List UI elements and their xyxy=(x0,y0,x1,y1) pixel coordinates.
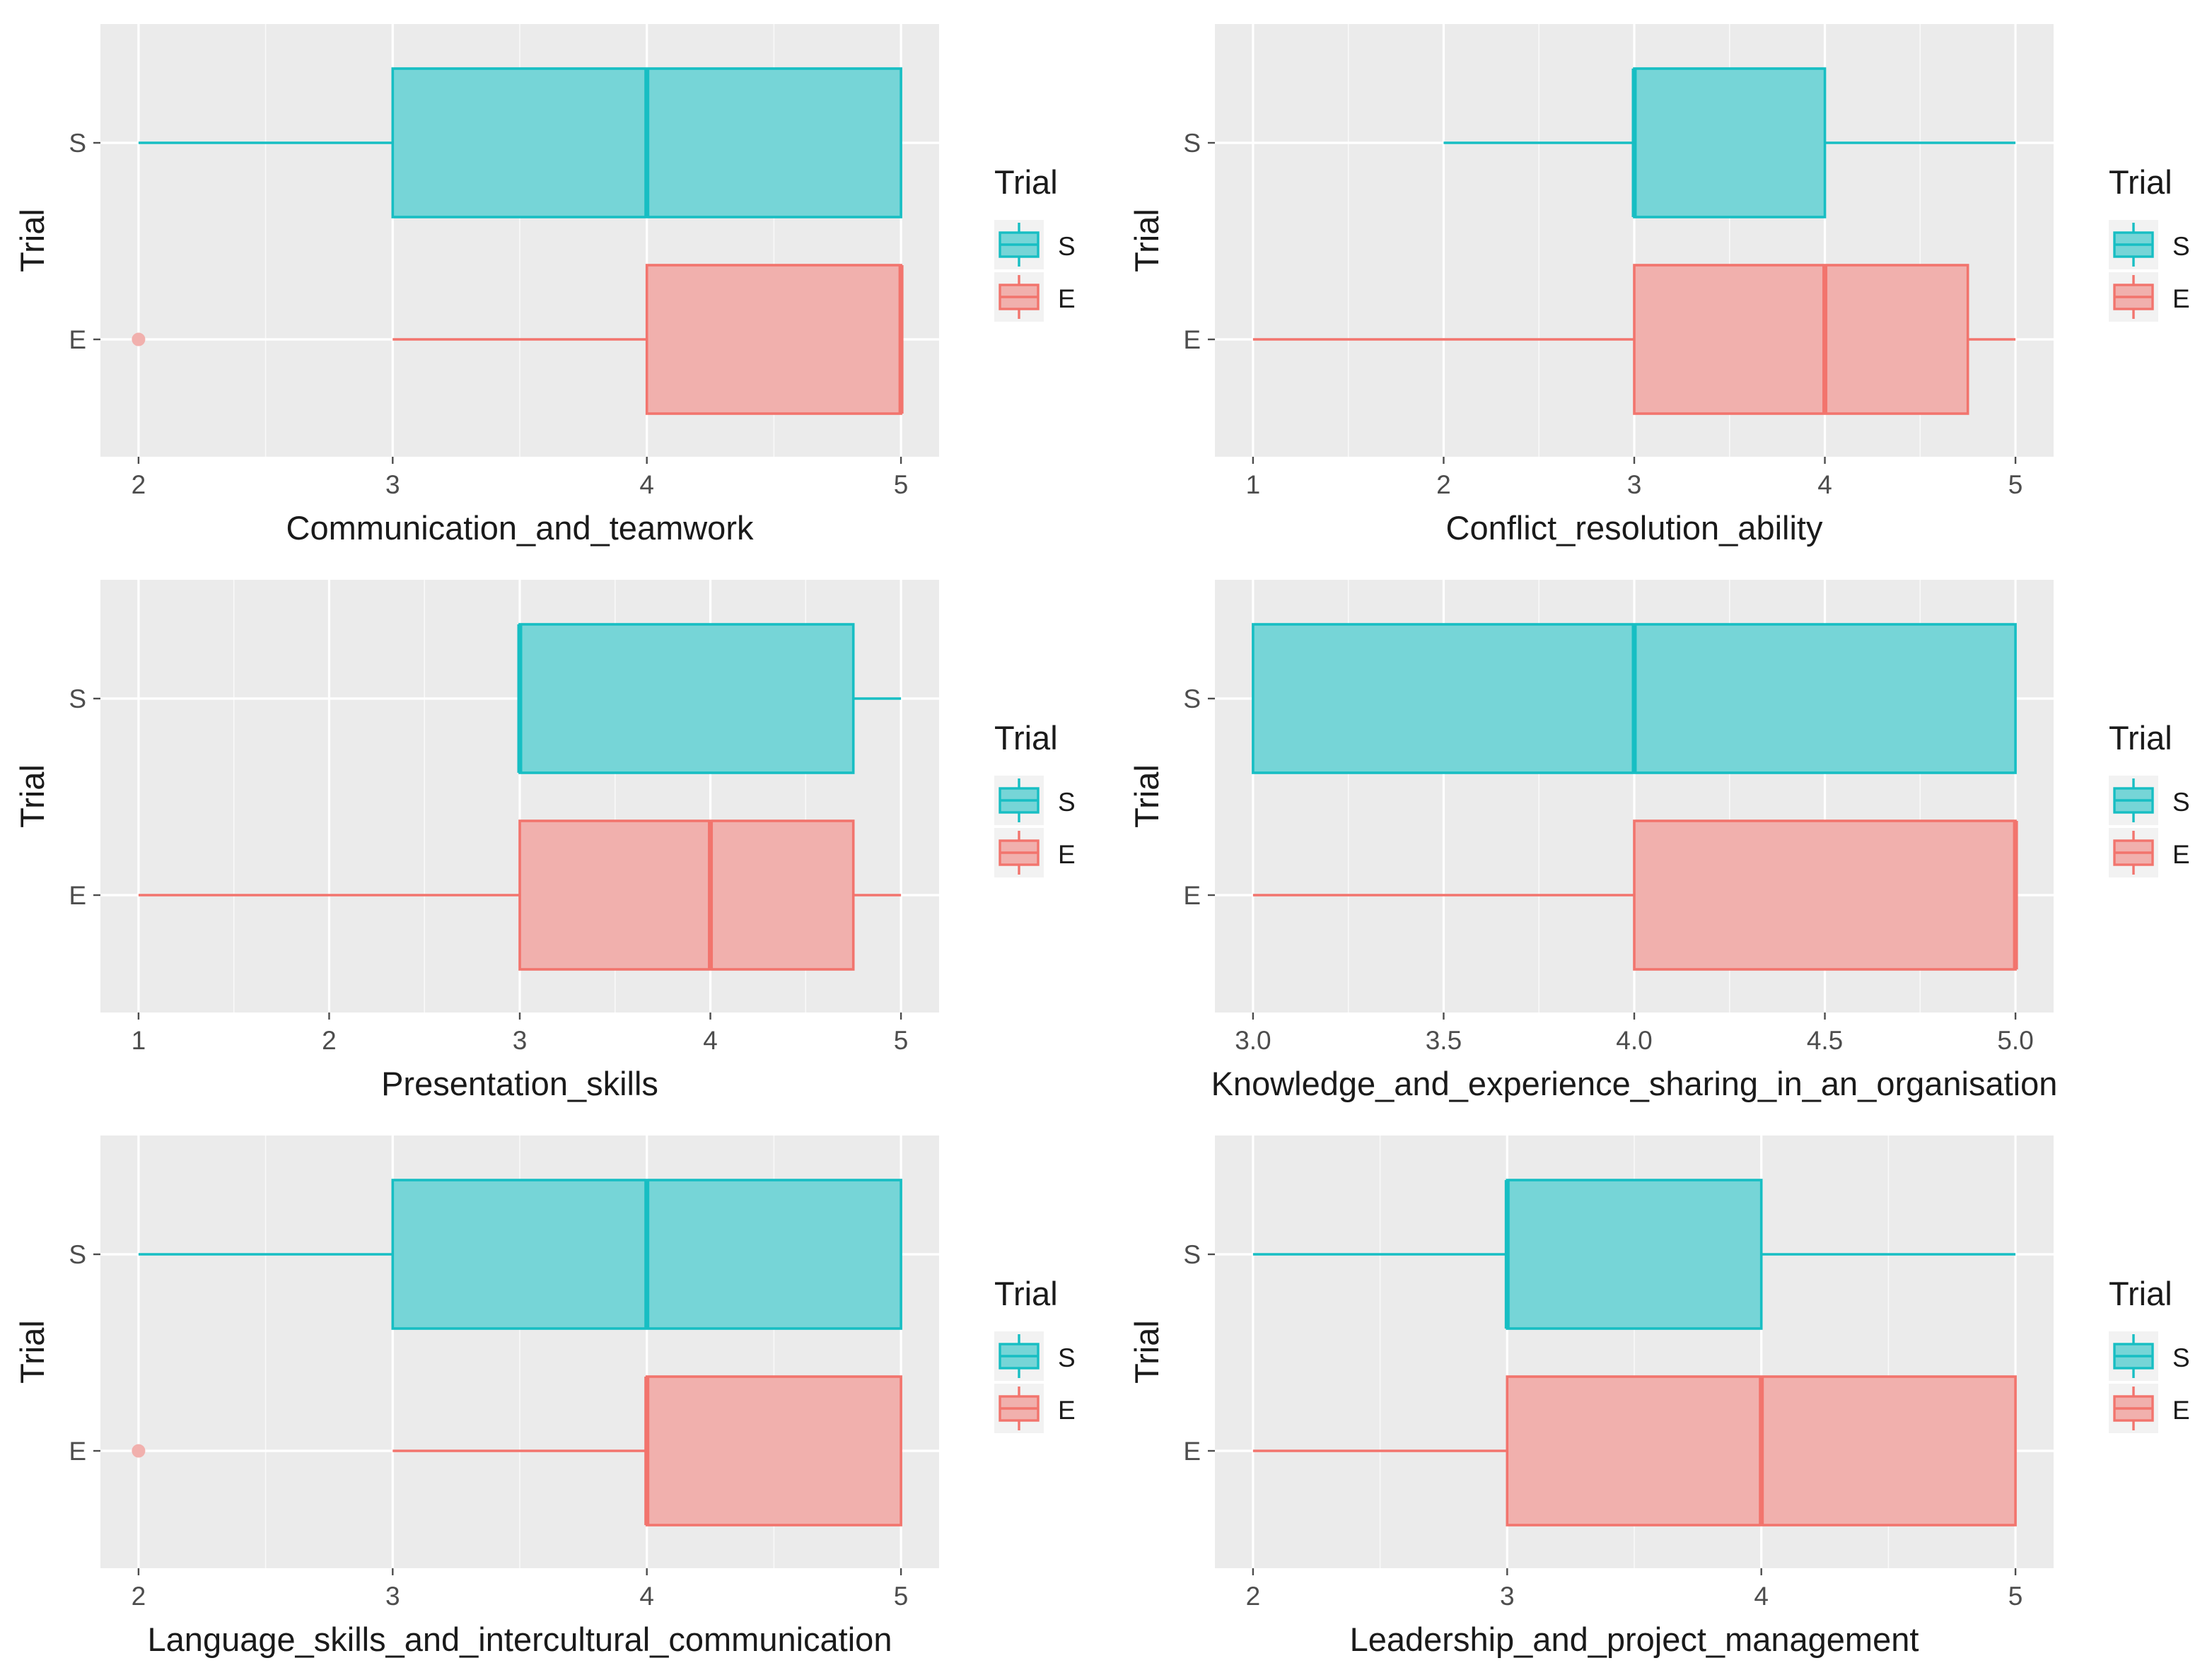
x-tick-label: 3 xyxy=(385,470,400,499)
x-tick-label: 3 xyxy=(513,1026,528,1055)
y-tick-label-E: E xyxy=(1183,1437,1201,1466)
x-tick-label: 5 xyxy=(2008,1582,2023,1611)
box-E xyxy=(645,264,902,415)
box-S xyxy=(1633,67,1827,218)
x-tick-label: 5.0 xyxy=(1997,1026,2033,1055)
x-axis-title: Knowledge_and_experience_sharing_in_an_o… xyxy=(1211,1065,2058,1102)
y-tick-label-E: E xyxy=(69,881,86,910)
x-tick-label: 4 xyxy=(1817,470,1832,499)
legend: Trial SE xyxy=(994,163,1076,322)
y-tick-label-E: E xyxy=(69,325,86,354)
chart-panel-4: 3.0 3.5 4.0 4.5 5.0 Knowledge_and_experience_… xyxy=(1128,580,2190,1102)
legend-label-S: S xyxy=(1058,1343,1076,1372)
y-axis-title: Trial xyxy=(13,1320,51,1384)
y-tick-label-E: E xyxy=(69,1437,86,1466)
x-tick-label: 1 xyxy=(1246,470,1261,499)
y-axis-title: Trial xyxy=(13,209,51,272)
x-tick-label: 4.5 xyxy=(1807,1026,1843,1055)
legend-label-E: E xyxy=(1058,284,1076,313)
y-axis-title: Trial xyxy=(13,764,51,828)
x-axis-title: Communication_and_teamwork xyxy=(286,509,754,547)
x-axis-title: Language_skills_and_intercultural_commun… xyxy=(148,1621,892,1658)
x-tick-label: 2 xyxy=(322,1026,337,1055)
legend-title: Trial xyxy=(994,719,1058,757)
x-tick-label: 5 xyxy=(894,470,909,499)
box-E xyxy=(645,1375,902,1527)
x-tick-label: 4 xyxy=(703,1026,718,1055)
y-axis-title: Trial xyxy=(1128,764,1165,828)
legend: Trial SE xyxy=(994,1275,1076,1433)
y-tick-label-S: S xyxy=(1183,684,1201,713)
chart-panel-2: 1 2 3 4 5Conflict_resolution_abilitySETrialT… xyxy=(1128,24,2190,547)
x-tick-label: 4 xyxy=(639,1582,654,1611)
x-tick-label: 5 xyxy=(894,1026,909,1055)
legend: Trial SE xyxy=(994,719,1076,877)
y-axis-title: Trial xyxy=(1128,209,1165,272)
legend-title: Trial xyxy=(994,163,1058,201)
legend-label-S: S xyxy=(1058,232,1076,261)
chart-panel-6: 2 3 4 5Leadership_and_project_managementSET… xyxy=(1128,1136,2190,1658)
box-E xyxy=(518,819,855,971)
chart-panel-5: 2 3 4 5Language_skills_and_intercultural_co… xyxy=(13,1136,1076,1658)
legend: Trial SE xyxy=(2109,1275,2190,1433)
x-tick-label: 2 xyxy=(1246,1582,1261,1611)
legend-title: Trial xyxy=(2109,163,2172,201)
legend-title: Trial xyxy=(2109,1275,2172,1312)
legend-label-S: S xyxy=(2172,1343,2190,1372)
legend-label-E: E xyxy=(2172,840,2190,869)
legend-label-S: S xyxy=(2172,232,2190,261)
x-tick-label: 4 xyxy=(639,470,654,499)
box-S xyxy=(1506,1179,1763,1330)
legend: Trial SE xyxy=(2109,719,2190,877)
y-tick-label-S: S xyxy=(69,129,86,158)
y-tick-label-S: S xyxy=(1183,1240,1201,1269)
legend-title: Trial xyxy=(994,1275,1058,1312)
y-tick-label-S: S xyxy=(69,1240,86,1269)
legend-label-E: E xyxy=(1058,1396,1076,1425)
legend: Trial SE xyxy=(2109,163,2190,322)
y-tick-label-S: S xyxy=(69,684,86,713)
x-tick-label: 2 xyxy=(132,470,146,499)
x-axis-title: Conflict_resolution_ability xyxy=(1446,509,1823,547)
box-E xyxy=(1633,264,1969,415)
y-tick-label-E: E xyxy=(1183,325,1201,354)
y-tick-label-S: S xyxy=(1183,129,1201,158)
x-tick-label: 3 xyxy=(385,1582,400,1611)
legend-label-E: E xyxy=(2172,284,2190,313)
x-tick-label: 5 xyxy=(2008,470,2023,499)
x-tick-label: 3 xyxy=(1500,1582,1515,1611)
x-tick-label: 3.0 xyxy=(1235,1026,1271,1055)
x-tick-label: 3 xyxy=(1627,470,1642,499)
box-S xyxy=(518,623,855,774)
legend-title: Trial xyxy=(2109,719,2172,757)
x-tick-label: 5 xyxy=(894,1582,909,1611)
y-tick-label-E: E xyxy=(1183,881,1201,910)
outlier-E xyxy=(132,332,146,346)
legend-label-S: S xyxy=(2172,788,2190,817)
legend-label-S: S xyxy=(1058,788,1076,817)
x-axis-title: Leadership_and_project_management xyxy=(1350,1621,1919,1658)
y-axis-title: Trial xyxy=(1128,1320,1165,1384)
x-tick-label: 3.5 xyxy=(1426,1026,1462,1055)
chart-panel-1: 2 3 4 5Communication_and_teamworkSETrialTri… xyxy=(13,24,1076,547)
box-E xyxy=(1633,819,2017,971)
legend-label-E: E xyxy=(1058,840,1076,869)
x-tick-label: 2 xyxy=(1436,470,1451,499)
x-tick-label: 4.0 xyxy=(1616,1026,1652,1055)
x-axis-title: Presentation_skills xyxy=(381,1065,658,1102)
x-tick-label: 1 xyxy=(132,1026,146,1055)
outlier-E xyxy=(132,1444,146,1458)
x-tick-label: 2 xyxy=(132,1582,146,1611)
legend-label-E: E xyxy=(2172,1396,2190,1425)
x-tick-label: 4 xyxy=(1754,1582,1769,1611)
